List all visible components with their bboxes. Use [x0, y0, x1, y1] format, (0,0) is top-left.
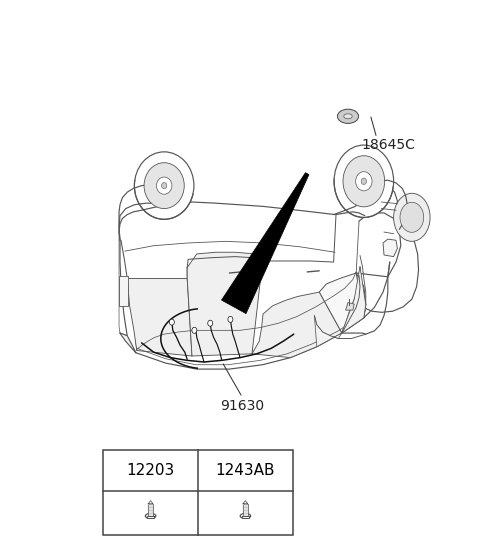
Bar — [148, 504, 153, 515]
Ellipse shape — [394, 193, 430, 241]
Polygon shape — [148, 501, 153, 504]
Ellipse shape — [208, 321, 213, 326]
Ellipse shape — [169, 319, 174, 325]
Ellipse shape — [134, 152, 194, 219]
Polygon shape — [314, 316, 342, 347]
Polygon shape — [383, 239, 397, 257]
Text: 1243AB: 1243AB — [216, 463, 275, 478]
Bar — [103, 450, 293, 535]
Ellipse shape — [356, 171, 372, 191]
Polygon shape — [346, 302, 354, 310]
Ellipse shape — [228, 317, 233, 322]
Ellipse shape — [343, 156, 384, 207]
Bar — [242, 515, 249, 518]
Text: 12203: 12203 — [126, 463, 175, 478]
Ellipse shape — [156, 177, 172, 194]
Polygon shape — [187, 252, 263, 356]
Polygon shape — [221, 173, 309, 313]
Ellipse shape — [145, 513, 156, 519]
Bar — [119, 276, 128, 306]
Bar — [147, 515, 154, 518]
Ellipse shape — [400, 203, 424, 233]
Polygon shape — [243, 501, 248, 504]
Ellipse shape — [361, 178, 367, 185]
Bar — [243, 504, 248, 515]
Polygon shape — [127, 278, 192, 356]
Polygon shape — [342, 266, 366, 333]
Text: 91630: 91630 — [220, 399, 264, 413]
Ellipse shape — [344, 114, 352, 119]
Ellipse shape — [144, 163, 184, 209]
Polygon shape — [319, 273, 364, 333]
Ellipse shape — [192, 328, 197, 333]
Ellipse shape — [337, 109, 359, 123]
Ellipse shape — [161, 182, 167, 189]
Polygon shape — [120, 333, 136, 353]
Ellipse shape — [240, 513, 251, 519]
Text: 18645C: 18645C — [361, 138, 415, 152]
Ellipse shape — [334, 145, 394, 217]
Polygon shape — [252, 292, 342, 358]
